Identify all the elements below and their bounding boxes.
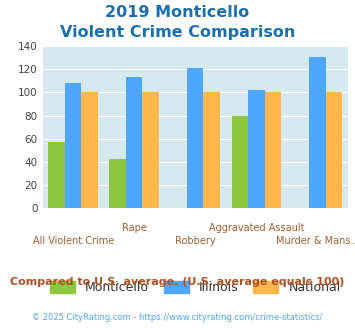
Text: All Violent Crime: All Violent Crime	[33, 236, 114, 246]
Bar	[187, 68, 203, 208]
Bar	[264, 92, 281, 208]
Text: Robbery: Robbery	[175, 236, 215, 246]
Text: Murder & Mans...: Murder & Mans...	[275, 236, 355, 246]
Bar	[109, 159, 126, 208]
Text: Aggravated Assault: Aggravated Assault	[208, 223, 304, 233]
Bar	[326, 92, 342, 208]
Bar	[203, 92, 220, 208]
Bar	[126, 77, 142, 208]
Bar	[248, 90, 264, 208]
Legend: Monticello, Illinois, National: Monticello, Illinois, National	[45, 276, 346, 299]
Bar	[142, 92, 159, 208]
Bar	[231, 115, 248, 208]
Text: 2019 Monticello: 2019 Monticello	[105, 5, 250, 20]
Bar	[309, 57, 326, 208]
Bar	[65, 83, 81, 208]
Text: Violent Crime Comparison: Violent Crime Comparison	[60, 25, 295, 40]
Bar	[48, 142, 65, 208]
Bar	[81, 92, 98, 208]
Text: Compared to U.S. average. (U.S. average equals 100): Compared to U.S. average. (U.S. average …	[10, 277, 345, 287]
Text: Rape: Rape	[122, 223, 147, 233]
Text: © 2025 CityRating.com - https://www.cityrating.com/crime-statistics/: © 2025 CityRating.com - https://www.city…	[32, 313, 323, 322]
